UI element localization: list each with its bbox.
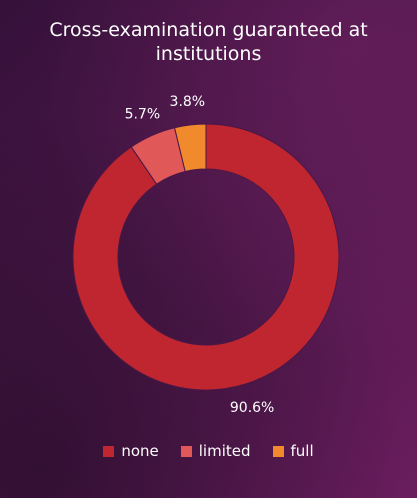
chart-legend: none limited full — [0, 442, 417, 460]
legend-label-limited: limited — [198, 442, 251, 460]
data-label-limited: 5.7% — [125, 106, 161, 122]
chart-title: Cross-examination guaranteed at institut… — [49, 19, 368, 65]
legend-label-none: none — [121, 442, 159, 460]
data-label-none: 90.6% — [230, 400, 274, 416]
data-label-full: 3.8% — [170, 94, 206, 110]
legend-swatch-limited — [180, 445, 192, 457]
slice-full — [173, 123, 207, 173]
legend-item-none: none — [103, 442, 159, 460]
legend-item-full: full — [272, 442, 314, 460]
legend-label-full: full — [290, 442, 314, 460]
legend-swatch-none — [103, 445, 115, 457]
legend-item-limited: limited — [180, 442, 251, 460]
slice-none — [72, 123, 340, 391]
legend-swatch-full — [272, 445, 284, 457]
